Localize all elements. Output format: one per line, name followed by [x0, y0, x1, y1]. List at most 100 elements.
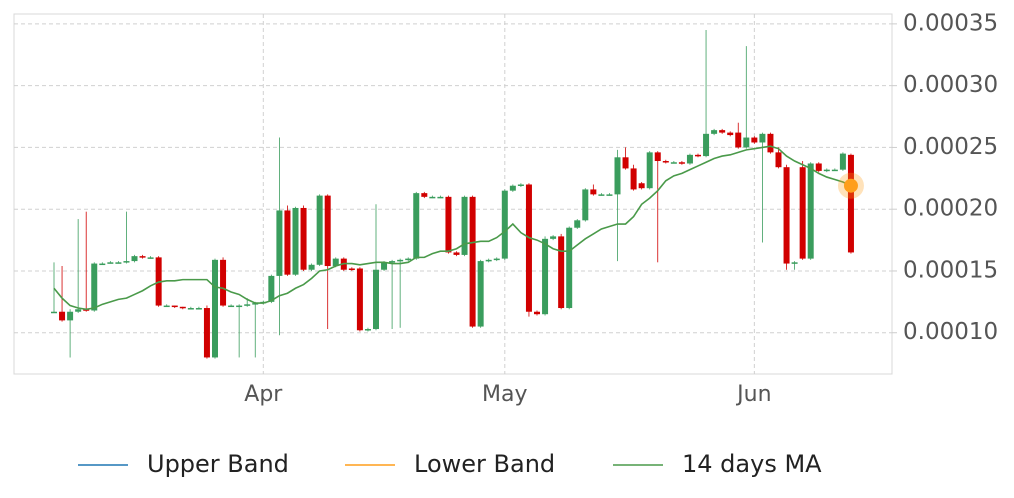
- candle-body: [823, 169, 830, 172]
- candle-body: [646, 152, 653, 189]
- candle-body: [767, 133, 774, 153]
- candle-body: [815, 163, 822, 171]
- candle-body: [509, 185, 516, 191]
- candle-body: [292, 207, 299, 275]
- candle-body: [711, 130, 718, 134]
- candle-body: [244, 304, 251, 306]
- candle-body: [799, 167, 806, 259]
- candle-body: [839, 153, 846, 170]
- candle-body: [284, 210, 291, 275]
- y-tick-label: 0.00020: [903, 196, 998, 222]
- candle-body: [831, 169, 838, 172]
- candle-body: [847, 154, 854, 253]
- candle-body: [614, 157, 621, 195]
- candle-body: [91, 263, 98, 311]
- candle-body: [268, 275, 275, 302]
- candle-body: [630, 168, 637, 190]
- candle-body: [686, 154, 693, 164]
- candle-body: [212, 259, 218, 358]
- candle-body: [566, 227, 573, 309]
- candle-body: [75, 309, 82, 312]
- candle-body: [147, 257, 154, 259]
- candle-body: [405, 258, 412, 261]
- candle-body: [421, 193, 428, 197]
- candle-body: [542, 238, 549, 315]
- candle-body: [461, 196, 468, 255]
- candle-body: [501, 190, 508, 259]
- candle-body: [598, 194, 605, 196]
- y-tick-label: 0.00010: [903, 319, 998, 345]
- candle-body: [525, 184, 532, 312]
- candle-body: [373, 269, 379, 330]
- candle-body: [678, 162, 685, 164]
- candle-body: [719, 130, 726, 133]
- candle-body: [759, 133, 766, 143]
- candle-body: [638, 183, 645, 189]
- candle-body: [308, 264, 315, 270]
- plot-frame: [13, 13, 893, 375]
- candle-body: [534, 311, 540, 315]
- candle-body: [791, 262, 798, 264]
- x-tick-label: Apr: [244, 382, 283, 407]
- candle-body: [751, 137, 758, 143]
- y-tick-label: 0.00035: [903, 10, 998, 36]
- candle-body: [453, 252, 460, 255]
- candle-body: [582, 189, 589, 221]
- legend-label: Upper Band: [147, 450, 289, 478]
- candle-body: [727, 132, 734, 136]
- candle-body: [99, 263, 106, 266]
- candle-body: [445, 196, 452, 253]
- y-tick-label: 0.00025: [903, 134, 998, 160]
- legend-label: 14 days MA: [682, 450, 822, 478]
- candle-body: [187, 308, 194, 310]
- candle-body: [332, 258, 339, 267]
- candle-body: [139, 256, 146, 258]
- candle-body: [67, 311, 74, 321]
- candle-body: [59, 311, 66, 321]
- candle-body: [300, 207, 307, 270]
- candle-body: [735, 132, 742, 148]
- candle-body: [662, 161, 669, 163]
- candle-body: [558, 236, 565, 309]
- x-tick-label: May: [482, 382, 527, 407]
- candle-body: [654, 152, 661, 162]
- x-tick-label: Jun: [735, 382, 771, 407]
- candle-body: [695, 154, 701, 157]
- candle-body: [606, 194, 613, 196]
- candle-body: [364, 329, 371, 331]
- candle-body: [324, 195, 331, 267]
- candle-body: [622, 157, 629, 169]
- candle-body: [228, 305, 235, 308]
- candle-body: [107, 262, 114, 264]
- candle-body: [123, 261, 130, 263]
- candle-body: [437, 196, 444, 199]
- candle-body: [807, 163, 814, 259]
- y-tick-label: 0.00015: [903, 257, 998, 283]
- candle-body: [163, 305, 170, 308]
- candle-body: [195, 308, 202, 310]
- candle-body: [469, 196, 476, 327]
- candle-body: [670, 162, 677, 164]
- ma-line: [53, 145, 852, 311]
- candle-body: [389, 261, 396, 263]
- candle-body: [493, 258, 500, 261]
- y-tick-label: 0.00030: [903, 72, 998, 98]
- candle-body: [550, 236, 557, 239]
- candle-body: [397, 259, 404, 262]
- candle-body: [316, 195, 323, 265]
- candle-body: [220, 259, 227, 306]
- candle-body: [179, 306, 186, 309]
- candle-body: [51, 311, 57, 314]
- candle-body: [590, 189, 597, 195]
- candle-body: [131, 256, 138, 262]
- legend-label: Lower Band: [414, 450, 555, 478]
- last-point: [843, 178, 858, 193]
- candle-body: [517, 184, 524, 186]
- candle-body: [783, 167, 790, 264]
- candle-body: [477, 261, 484, 327]
- candle-body: [743, 137, 750, 148]
- candle-body: [703, 133, 710, 157]
- candle-body: [485, 259, 492, 262]
- candle-body: [356, 268, 363, 331]
